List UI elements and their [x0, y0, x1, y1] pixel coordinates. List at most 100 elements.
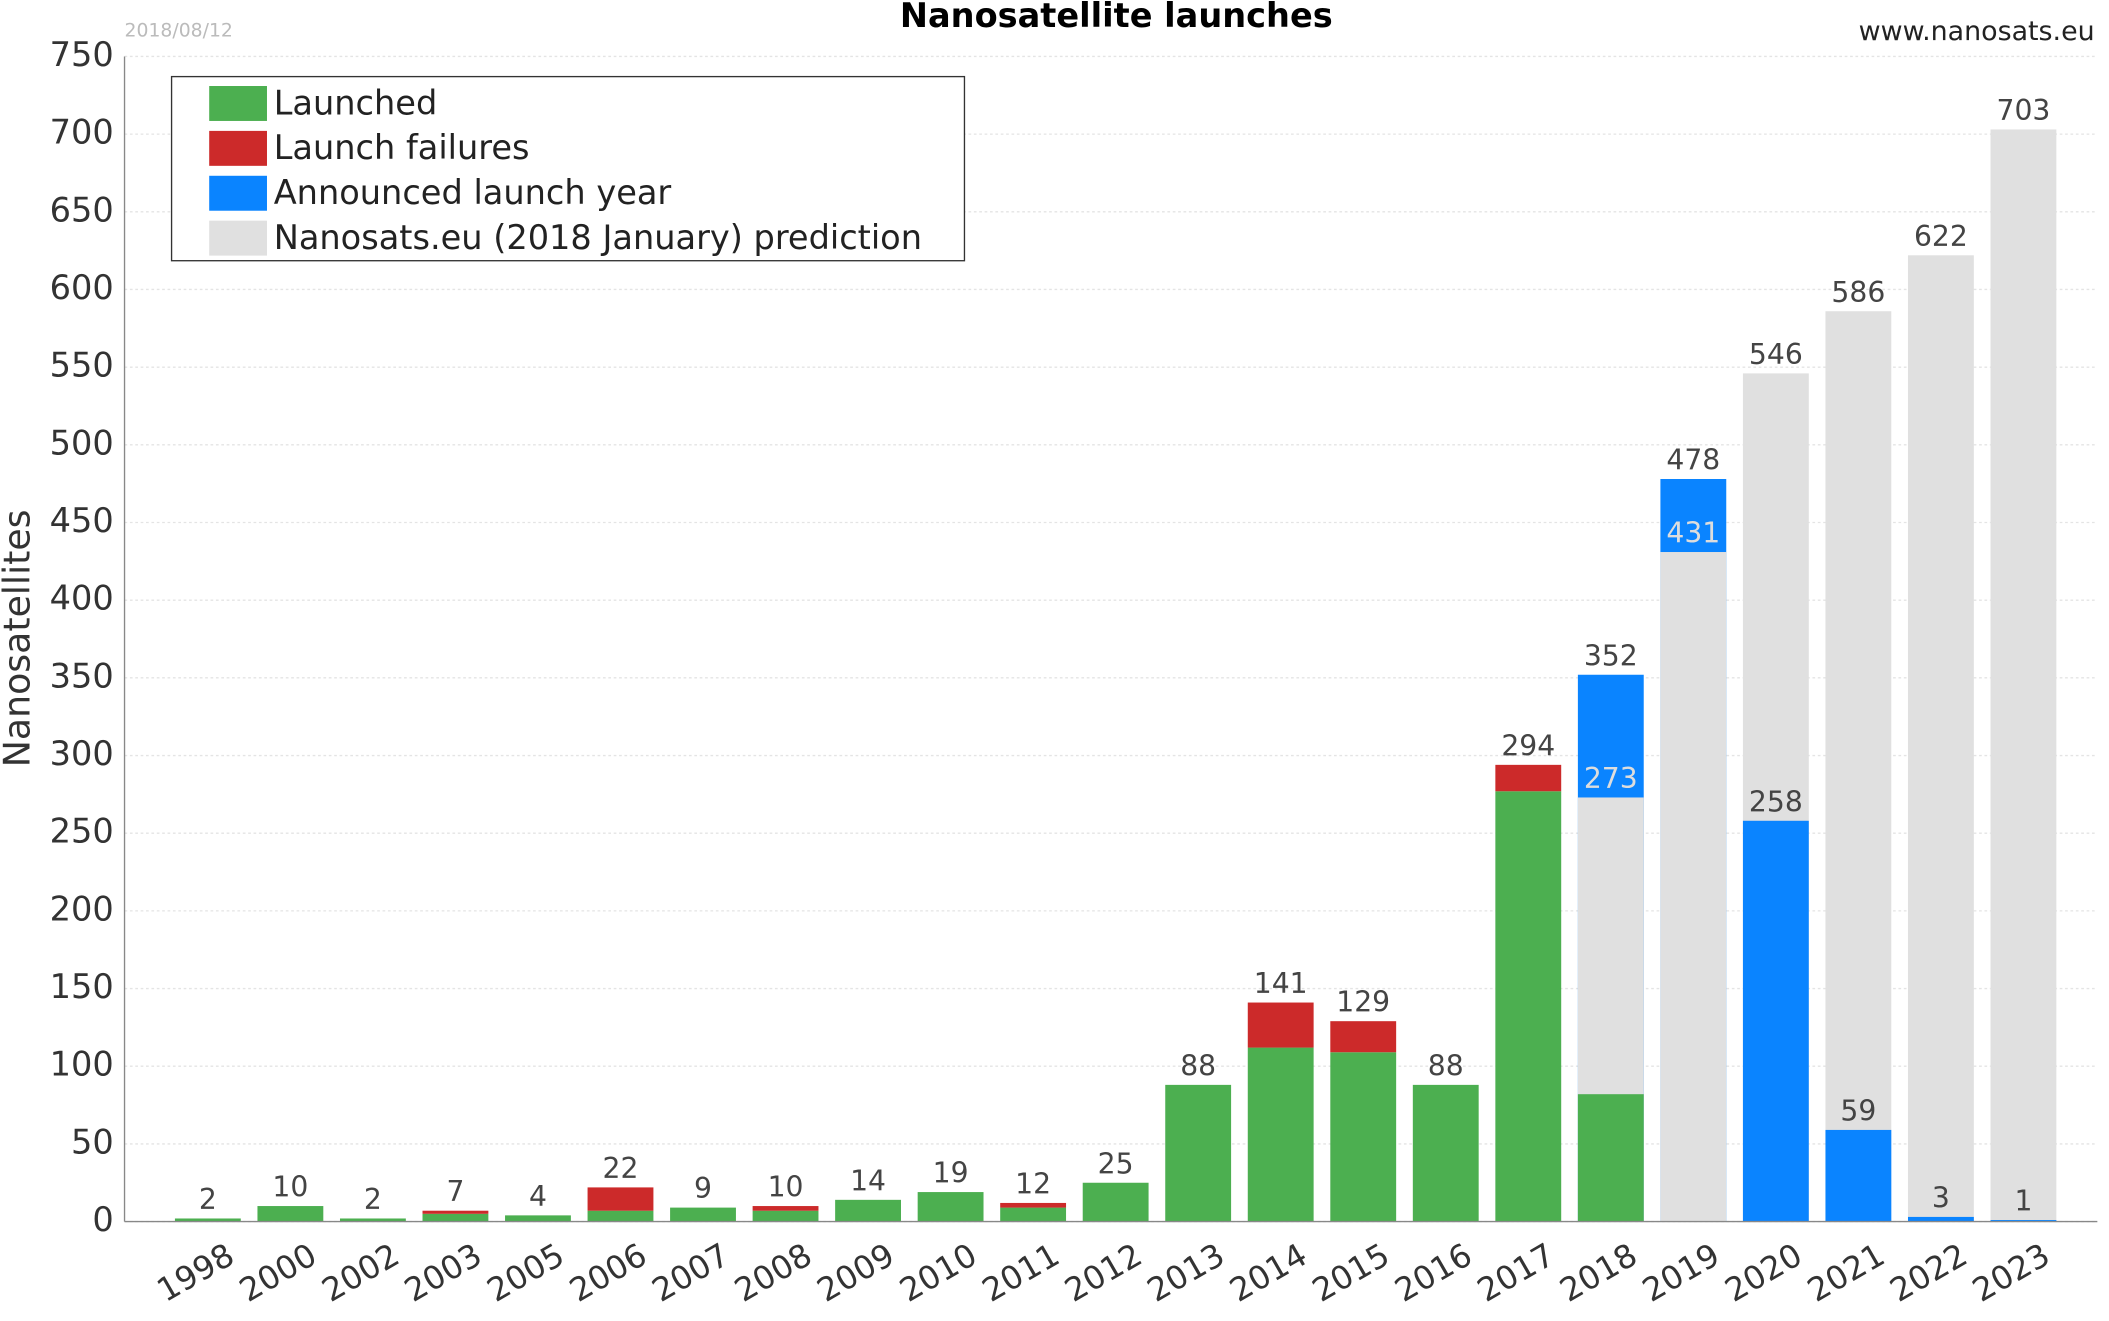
bar [1082, 1182, 1149, 1222]
bar [1495, 791, 1562, 1222]
value-label: 352 [1584, 639, 1638, 672]
x-tick-label: 2000 [233, 1236, 323, 1310]
source: www.nanosats.eu [1859, 16, 2095, 47]
bar [1577, 1094, 1644, 1222]
y-tick-label: 750 [50, 35, 114, 74]
x-tick-label: 2009 [811, 1236, 901, 1310]
total-label: 129 [1336, 986, 1390, 1019]
bar [1247, 1047, 1314, 1222]
y-tick-label: 650 [50, 190, 114, 229]
total-label: 294 [1501, 729, 1555, 762]
bar [917, 1192, 984, 1222]
value-label: 258 [1749, 785, 1803, 818]
bar [1990, 1220, 2057, 1222]
total-label: 22 [603, 1152, 639, 1185]
value-label: 59 [1840, 1094, 1876, 1127]
y-tick-label: 450 [50, 501, 114, 540]
value-label: 622 [1914, 220, 1968, 253]
y-tick-label: 400 [50, 579, 114, 618]
bar [1990, 129, 2057, 1222]
legend-swatch [209, 220, 267, 256]
x-tick-label: 2003 [398, 1236, 488, 1310]
x-tick-label: 2020 [1718, 1236, 1808, 1310]
bar [1330, 1052, 1397, 1222]
bar [1825, 311, 1892, 1222]
legend-swatch [209, 175, 267, 211]
legend-box [170, 75, 966, 262]
y-axis-title: Nanosatellites [0, 509, 39, 767]
value-label: 703 [1996, 94, 2050, 127]
total-label: 4 [529, 1180, 547, 1213]
bar [587, 1210, 654, 1222]
value-label: 1 [2014, 1185, 2032, 1218]
total-label: 88 [1428, 1049, 1464, 1082]
y-tick-label: 250 [50, 812, 114, 851]
total-label: 2 [364, 1183, 382, 1216]
x-tick-label: 2012 [1058, 1236, 1148, 1310]
y-tick-label: 50 [71, 1122, 114, 1161]
y-tick-label: 550 [50, 346, 114, 385]
bar [1330, 1021, 1397, 1053]
value-label: 478 [1666, 444, 1720, 477]
legend-label: Launch failures [274, 128, 530, 167]
x-tick-label: 2013 [1141, 1236, 1231, 1310]
y-tick-label: 200 [50, 889, 114, 928]
x-tick-label: 2016 [1388, 1236, 1478, 1310]
bar [257, 1206, 324, 1222]
bar [1825, 1129, 1892, 1222]
bar [1495, 764, 1562, 792]
x-tick-label: 2015 [1306, 1236, 1396, 1310]
bar [1907, 1216, 1974, 1222]
bar [422, 1213, 489, 1222]
y-tick-label: 500 [50, 423, 114, 462]
x-tick-label: 2010 [893, 1236, 983, 1310]
legend-swatch [209, 130, 267, 166]
y-tick-label: 0 [92, 1200, 113, 1239]
bar [174, 1218, 241, 1222]
value-label: 273 [1584, 762, 1638, 795]
bar [835, 1199, 901, 1222]
x-tick-label: 2017 [1471, 1236, 1561, 1310]
x-tick-label: 2006 [563, 1236, 653, 1310]
legend-label: Launched [274, 83, 438, 122]
total-label: 2 [199, 1183, 217, 1216]
total-label: 12 [1015, 1167, 1051, 1200]
bar [1412, 1084, 1479, 1222]
x-tick-label: 2018 [1553, 1236, 1643, 1310]
total-label: 10 [272, 1171, 308, 1204]
x-tick-label: 2005 [481, 1236, 571, 1310]
bar [1000, 1202, 1067, 1208]
bar [1247, 1002, 1314, 1048]
bar [422, 1210, 489, 1214]
total-label: 88 [1180, 1049, 1216, 1082]
bar [670, 1207, 736, 1222]
y-tick-label: 300 [50, 734, 114, 773]
total-label: 25 [1098, 1147, 1134, 1180]
x-tick-label: 2019 [1636, 1236, 1726, 1310]
bar [1660, 552, 1727, 1222]
x-tick-label: 2002 [316, 1236, 406, 1310]
bar [1742, 820, 1809, 1222]
x-tick-label: 2023 [1966, 1236, 2056, 1310]
y-tick-label: 600 [50, 268, 114, 307]
x-tick-label: 2011 [976, 1236, 1066, 1310]
chart-title: Nanosatellite launches [900, 0, 1333, 35]
x-tick-label: 2007 [646, 1236, 736, 1310]
bar [587, 1187, 654, 1211]
y-tick-label: 350 [50, 656, 114, 695]
bar [752, 1206, 819, 1211]
bar [1907, 255, 1974, 1222]
total-label: 7 [446, 1175, 464, 1208]
date: 2018/08/12 [125, 20, 233, 41]
value-label: 586 [1831, 276, 1885, 309]
y-tick-label: 150 [50, 967, 114, 1006]
x-tick-label: 2022 [1884, 1236, 1974, 1310]
y-tick-label: 100 [50, 1045, 114, 1084]
x-tick-label: 2008 [728, 1236, 818, 1310]
total-label: 141 [1254, 967, 1308, 1000]
bar [339, 1218, 406, 1222]
x-tick-label: 2014 [1223, 1236, 1313, 1310]
x-tick-label: 2021 [1801, 1236, 1891, 1310]
value-label: 546 [1749, 338, 1803, 371]
